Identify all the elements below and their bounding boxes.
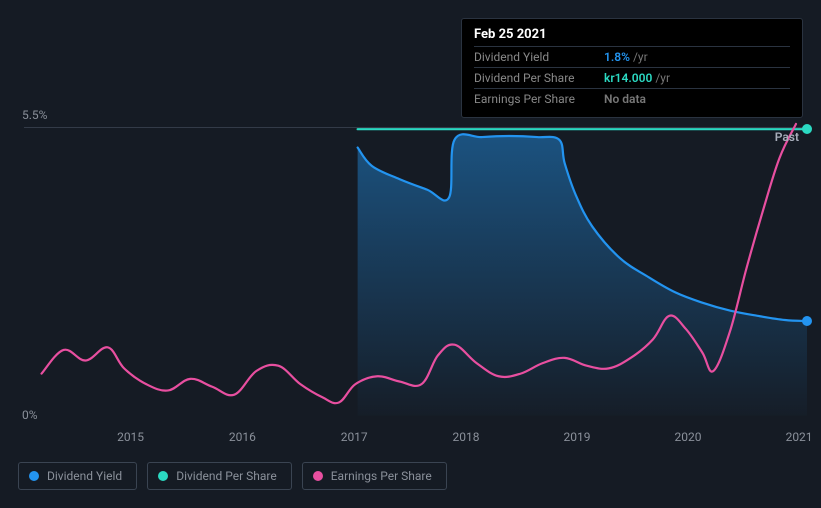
past-label: Past bbox=[775, 130, 799, 144]
tooltip-value: No data bbox=[604, 92, 646, 106]
dividend-yield-fill bbox=[358, 134, 807, 415]
tooltip-suffix: /yr bbox=[655, 71, 670, 85]
tooltip-row: Dividend Per Sharekr14.000/yr bbox=[474, 67, 790, 88]
dividend-per-share-end-marker bbox=[802, 124, 812, 134]
tooltip-value: 1.8%/yr bbox=[604, 50, 648, 64]
tooltip-value: kr14.000/yr bbox=[604, 71, 670, 85]
tooltip-suffix: /yr bbox=[633, 50, 648, 64]
x-axis-tick: 2018 bbox=[453, 430, 480, 444]
tooltip-date: Feb 25 2021 bbox=[474, 27, 790, 46]
dividend-yield-end-marker bbox=[802, 316, 812, 326]
legend: Dividend Yield Dividend Per Share Earnings… bbox=[18, 462, 447, 490]
legend-dot bbox=[313, 471, 323, 481]
tooltip-row: Earnings Per ShareNo data bbox=[474, 88, 790, 109]
x-axis-tick: 2017 bbox=[341, 430, 368, 444]
x-axis-tick: 2021 bbox=[786, 430, 813, 444]
legend-item[interactable]: Earnings Per Share bbox=[302, 462, 447, 490]
x-axis-tick: 2019 bbox=[564, 430, 591, 444]
tooltip-row: Dividend Yield1.8%/yr bbox=[474, 46, 790, 67]
legend-label: Dividend Per Share bbox=[176, 469, 277, 483]
x-axis-tick: 2015 bbox=[117, 430, 144, 444]
tooltip-label: Dividend Yield bbox=[474, 50, 604, 64]
legend-dot bbox=[158, 471, 168, 481]
tooltip-label: Earnings Per Share bbox=[474, 92, 604, 106]
dividend-chart: 5.5%0% Past Feb 25 2021 Dividend Yield1.… bbox=[0, 0, 821, 508]
legend-item[interactable]: Dividend Per Share bbox=[147, 462, 292, 490]
tooltip: Feb 25 2021 Dividend Yield1.8%/yrDividen… bbox=[461, 18, 803, 118]
y-axis-label: 0% bbox=[22, 408, 38, 422]
x-axis-tick: 2016 bbox=[229, 430, 256, 444]
x-axis-tick: 2020 bbox=[675, 430, 702, 444]
legend-label: Dividend Yield bbox=[47, 469, 122, 483]
x-axis: 2015201620172018201920202021 bbox=[14, 430, 807, 450]
tooltip-label: Dividend Per Share bbox=[474, 71, 604, 85]
legend-dot bbox=[29, 471, 39, 481]
legend-item[interactable]: Dividend Yield bbox=[18, 462, 137, 490]
legend-label: Earnings Per Share bbox=[331, 469, 432, 483]
y-axis-label: 5.5% bbox=[22, 108, 47, 122]
